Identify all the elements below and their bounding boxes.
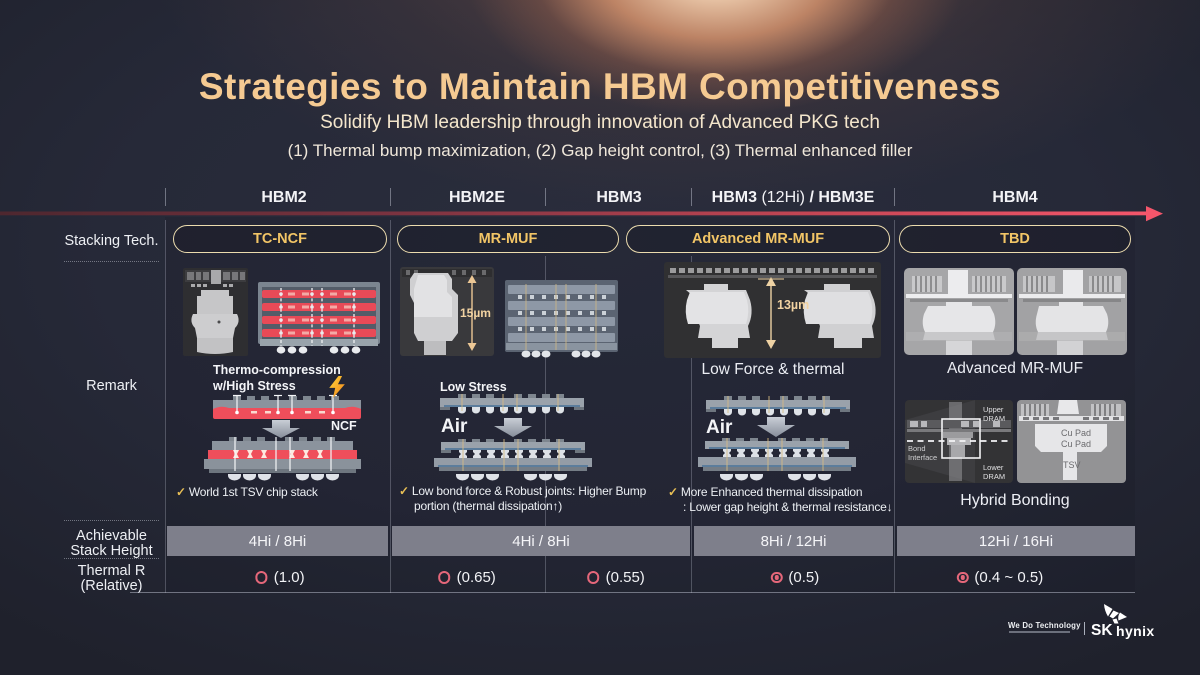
svg-text:Upper: Upper xyxy=(983,405,1004,414)
svg-text:13µm: 13µm xyxy=(777,298,809,312)
svg-text:TSV: TSV xyxy=(1063,460,1081,470)
svg-text:15µm: 15µm xyxy=(460,306,491,320)
svg-text:Lower: Lower xyxy=(983,463,1004,472)
svg-text:DRAM: DRAM xyxy=(983,472,1005,481)
svg-text:Cu Pad: Cu Pad xyxy=(1061,428,1091,438)
svg-text:Interface: Interface xyxy=(908,453,937,462)
svg-text:DRAM: DRAM xyxy=(983,414,1005,423)
svg-text:Bond: Bond xyxy=(908,444,926,453)
svg-text:Cu Pad: Cu Pad xyxy=(1061,439,1091,449)
